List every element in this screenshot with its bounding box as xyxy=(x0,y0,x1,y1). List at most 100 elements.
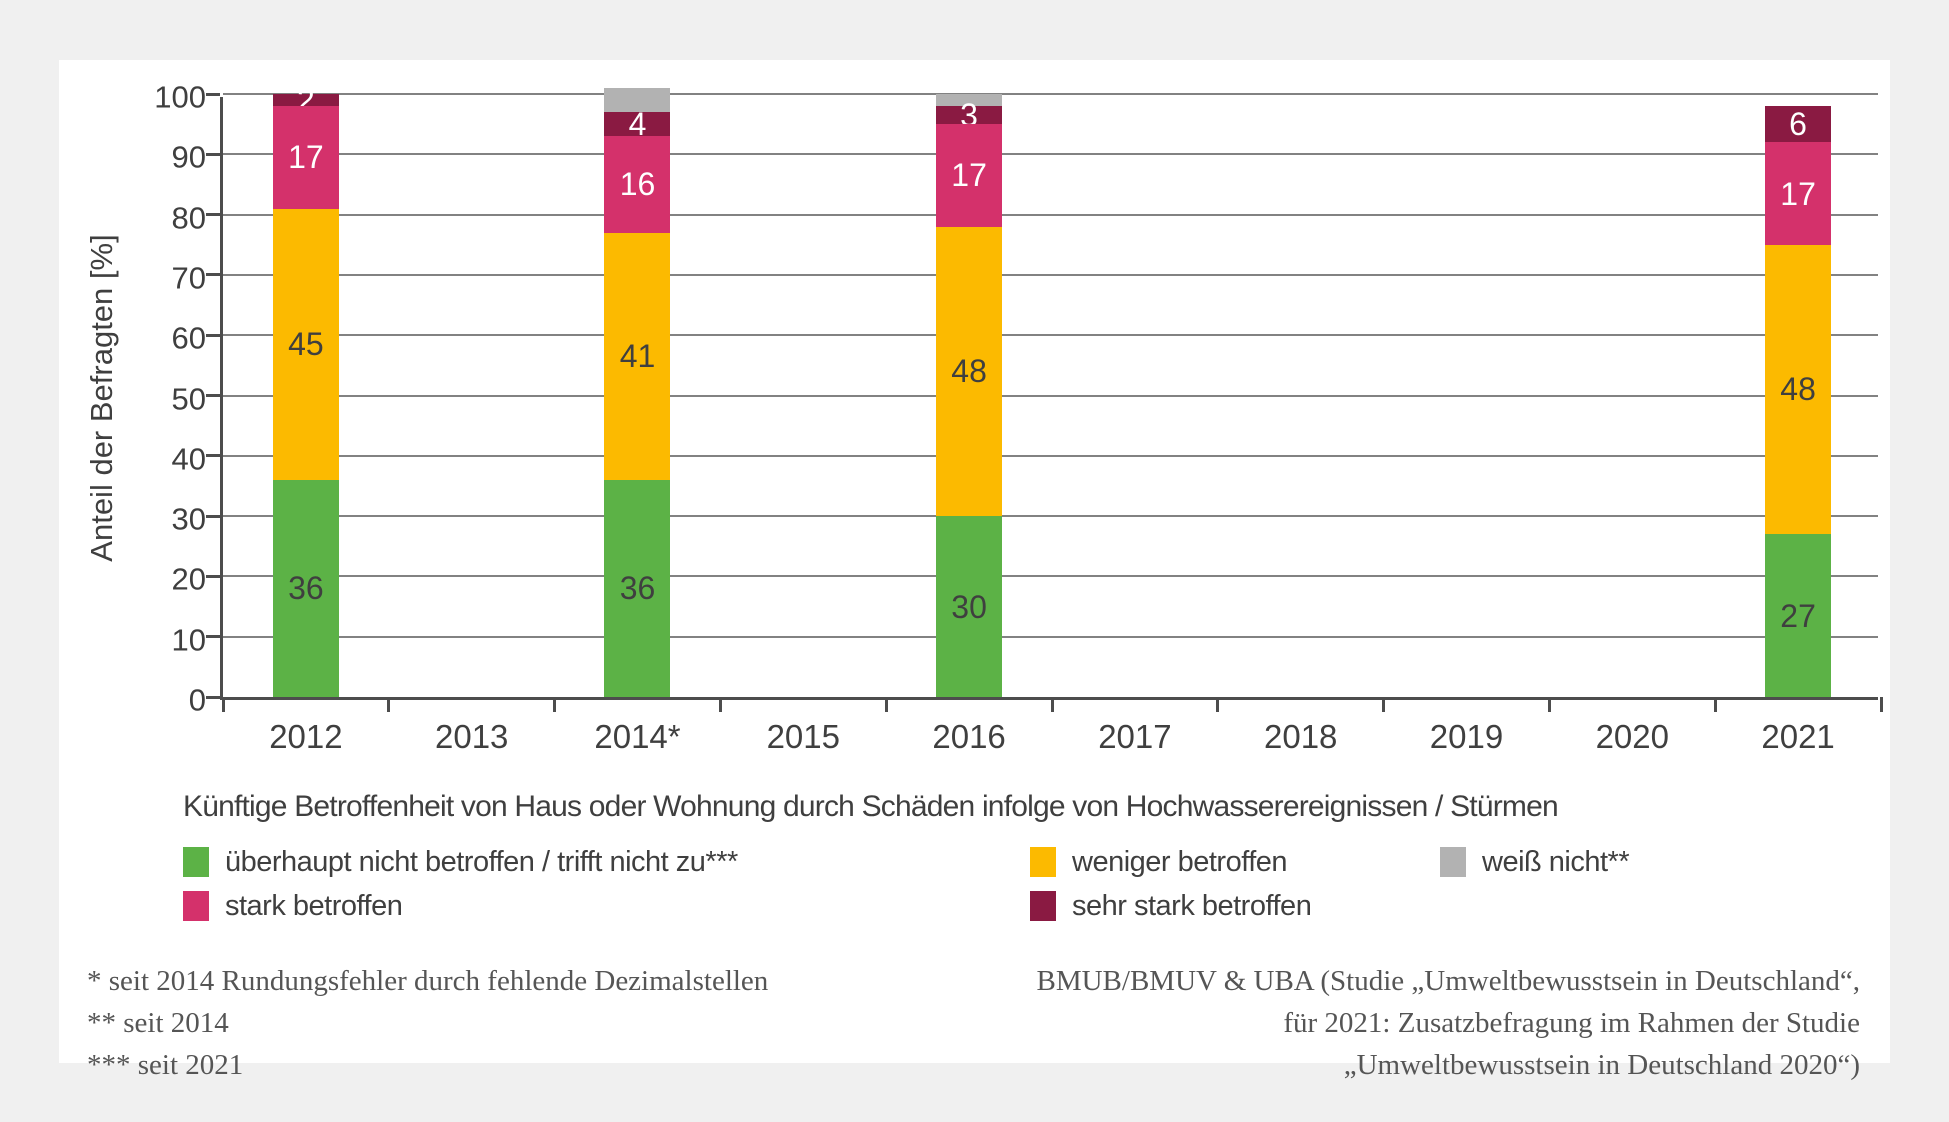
x-category-label: 2017 xyxy=(1098,718,1172,755)
legend-swatch xyxy=(1030,847,1056,877)
bar-segment: 48 xyxy=(936,226,1003,517)
bar-segment: 17 xyxy=(272,106,339,209)
legend-label: weniger betroffen xyxy=(1072,845,1288,878)
stacked-bar: 36 41 16 4 xyxy=(604,88,671,697)
bar-segment: 16 xyxy=(604,136,671,233)
gridline xyxy=(223,93,1878,95)
footnotes: * seit 2014 Rundungsfehler durch fehlend… xyxy=(87,960,768,1086)
stacked-bar: 36 45 17 2 xyxy=(272,84,339,697)
bar-segment-value: 36 xyxy=(619,570,656,607)
bar-segment: 27 xyxy=(1765,534,1832,697)
y-tick-label: 70 xyxy=(171,260,206,296)
y-tick-label: 100 xyxy=(154,79,206,115)
source-line: BMUB/BMUV & UBA (Studie „Umweltbewusstse… xyxy=(1036,965,1860,997)
bar-segment-value: 17 xyxy=(1780,175,1816,212)
x-category-label: 2021 xyxy=(1761,718,1835,755)
bar-segment: 2 xyxy=(272,84,339,116)
bar-segment xyxy=(936,94,1003,107)
category-column: 2017 xyxy=(1052,97,1218,755)
x-axis-tick xyxy=(1382,697,1386,712)
x-category-label: 2015 xyxy=(766,718,840,755)
bar-segment-value: 41 xyxy=(619,338,656,375)
category-column: 2015 xyxy=(720,97,886,755)
bar-segment-value: 36 xyxy=(288,570,324,607)
y-axis-tick xyxy=(206,394,220,397)
footnote-line: ** seit 2014 xyxy=(87,1007,229,1040)
category-column: 2020 xyxy=(1549,97,1715,755)
legend-swatch xyxy=(183,891,209,921)
bar-segment-value: 17 xyxy=(288,139,324,176)
x-axis-tick xyxy=(1879,697,1883,712)
bar-segment xyxy=(604,88,671,113)
x-category-label: 2013 xyxy=(434,718,509,755)
bar-segment: 17 xyxy=(1765,142,1832,245)
source-attribution: BMUB/BMUV & UBA (Studie „Umweltbewusstse… xyxy=(1036,960,1860,1086)
y-tick-label: 90 xyxy=(171,139,206,175)
bar-segment: 30 xyxy=(936,516,1003,697)
gridline xyxy=(223,454,1878,457)
y-axis-tick xyxy=(206,635,220,639)
bar-segment-value: 48 xyxy=(951,353,987,390)
gridline xyxy=(223,213,1878,216)
y-axis-tick xyxy=(206,574,220,578)
legend-label: sehr stark betroffen xyxy=(1072,889,1312,922)
chart-title: Künftige Betroffenheit von Haus oder Woh… xyxy=(183,790,1559,823)
legend-item: weiß nicht** xyxy=(1440,845,1630,878)
x-axis-tick xyxy=(1547,697,1551,712)
bar-segment-value: 3 xyxy=(960,97,978,134)
legend-item: überhaupt nicht betroffen / trifft nicht… xyxy=(183,846,738,878)
x-axis-tick xyxy=(221,697,225,712)
bar-segment: 3 xyxy=(936,99,1003,131)
legend-label: stark betroffen xyxy=(225,889,403,922)
source-line: für 2021: Zusatzbefragung im Rahmen der … xyxy=(1283,1007,1860,1040)
chart-card: Anteil der Befragten [%] 0 10 20 30 40 50 60 70… xyxy=(59,60,1890,1081)
x-category-label: 2012 xyxy=(269,718,343,755)
y-tick-label: 50 xyxy=(171,381,206,416)
gridline xyxy=(223,334,1878,337)
gridline xyxy=(223,515,1878,518)
legend-swatch xyxy=(1030,891,1056,921)
y-tick-label: 10 xyxy=(171,622,206,658)
gridline xyxy=(223,635,1878,638)
y-tick-label: 80 xyxy=(171,200,206,236)
x-axis-tick xyxy=(1216,697,1220,712)
y-axis-tick xyxy=(206,273,220,277)
legend-swatch xyxy=(1440,847,1466,877)
bar-segment: 41 xyxy=(604,232,671,480)
bar-segment-value: 17 xyxy=(951,157,987,194)
x-category-label: 2018 xyxy=(1263,718,1338,755)
stacked-bar: 27 48 17 6 xyxy=(1765,106,1832,697)
bar-segment: 6 xyxy=(1765,106,1832,143)
legend-item: weniger betroffen xyxy=(1030,845,1288,878)
bar-segment-value: 6 xyxy=(1789,106,1807,143)
x-category-label: 2016 xyxy=(932,718,1006,755)
plot-area: 0 10 20 30 40 50 60 70 80 90 100 2012 36 45 17 2 2013 201… xyxy=(154,82,1883,755)
category-column: 2013 xyxy=(389,97,555,755)
gridline xyxy=(223,575,1878,578)
bar-segment: 36 xyxy=(272,479,339,697)
gridline xyxy=(223,394,1878,397)
x-category-label: 2020 xyxy=(1595,718,1669,755)
gridline xyxy=(223,153,1878,156)
x-axis-tick xyxy=(1713,697,1717,712)
category-column: 2019 xyxy=(1384,97,1550,755)
y-axis-tick xyxy=(206,695,220,699)
bar-segment: 4 xyxy=(604,108,671,140)
category-column: 2018 xyxy=(1218,97,1384,755)
legend-label: weiß nicht** xyxy=(1482,845,1630,878)
x-axis-tick xyxy=(553,697,557,712)
y-axis-tick xyxy=(206,454,220,458)
bar-segment-value: 48 xyxy=(1780,371,1816,408)
stacked-bar: 30 48 17 3 xyxy=(936,94,1003,697)
y-tick-label: 30 xyxy=(171,501,206,537)
legend-swatch xyxy=(183,847,209,877)
x-axis-tick xyxy=(387,697,391,712)
bar-segment: 36 xyxy=(604,479,671,697)
legend: überhaupt nicht betroffen / trifft nicht… xyxy=(183,846,1863,946)
y-axis-tick xyxy=(206,514,220,518)
gridline xyxy=(223,273,1878,276)
x-category-label: 2014* xyxy=(594,718,681,755)
y-axis-tick xyxy=(206,152,220,156)
y-axis-tick xyxy=(206,333,220,337)
